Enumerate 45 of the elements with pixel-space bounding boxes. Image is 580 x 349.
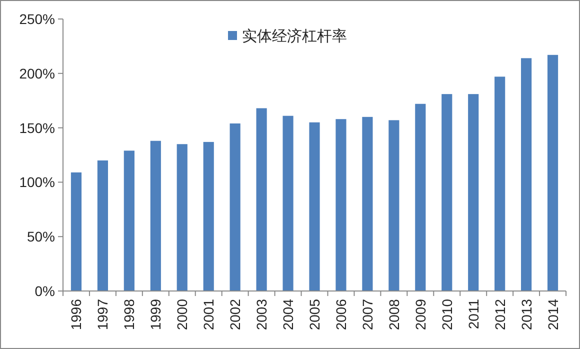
- x-tick-label: 2007: [359, 298, 376, 330]
- y-tick-label: 100%: [19, 174, 55, 190]
- bar: [70, 172, 82, 291]
- legend-label: 实体经济杠杆率: [242, 27, 347, 45]
- bar: [230, 123, 240, 291]
- y-tick-label: 200%: [19, 65, 55, 82]
- x-tick-label: 2013: [518, 298, 534, 330]
- x-tick-label: 2006: [332, 298, 349, 330]
- y-tick-label: 150%: [19, 120, 55, 136]
- bar: [468, 94, 479, 291]
- bar: [282, 116, 294, 291]
- bar: [176, 144, 188, 291]
- x-tick-label: 2000: [174, 298, 190, 330]
- bar: [150, 140, 161, 291]
- y-tick-label: 50%: [26, 228, 55, 245]
- x-tick-label: 2005: [306, 298, 322, 330]
- bar: [388, 120, 400, 291]
- x-tick-label: 2002: [227, 298, 244, 330]
- x-tick-label: 2009: [412, 298, 428, 330]
- y-tick-label: 0%: [34, 283, 55, 299]
- y-tick-label: 250%: [19, 11, 55, 27]
- x-tick-label: 2003: [254, 298, 270, 330]
- x-tick-label: 2012: [492, 298, 508, 330]
- bar: [336, 119, 346, 291]
- bar: [362, 116, 373, 291]
- bar: [256, 108, 267, 291]
- bar: [97, 160, 108, 291]
- x-tick-label: 2008: [386, 298, 402, 330]
- bar: [442, 94, 452, 291]
- bar: [494, 76, 506, 291]
- x-tick-label: 1996: [68, 298, 84, 330]
- x-tick-label: 1998: [121, 298, 138, 330]
- x-tick-label: 1997: [94, 298, 111, 330]
- x-tick-label: 2004: [280, 298, 296, 330]
- bar: [203, 142, 214, 291]
- x-tick-label: 2011: [465, 298, 482, 330]
- bar: [124, 150, 134, 291]
- x-tick-label: 2010: [438, 298, 455, 330]
- x-tick-label: 1999: [148, 298, 164, 330]
- bar: [309, 122, 320, 291]
- bar: [415, 104, 426, 291]
- bar: [520, 58, 532, 291]
- x-tick-label: 2001: [200, 298, 217, 330]
- bar: [547, 54, 558, 291]
- x-tick-label: 2014: [544, 298, 561, 330]
